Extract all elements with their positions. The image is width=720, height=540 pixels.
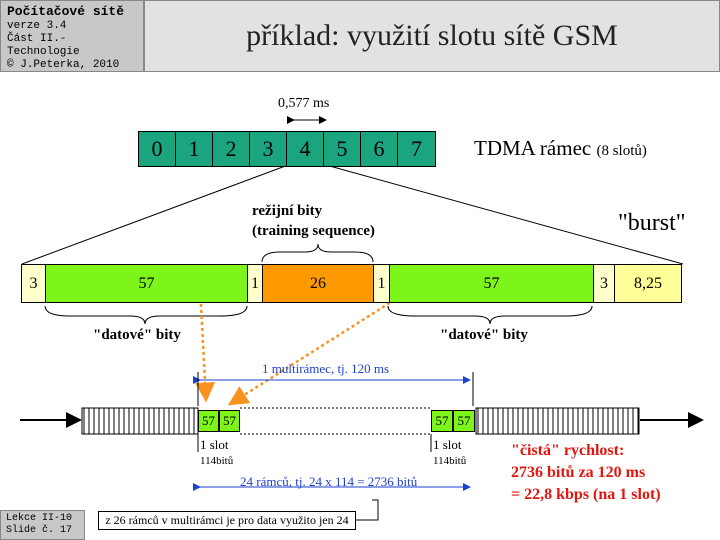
tail-bits: 3 — [594, 265, 615, 302]
frames-band-left — [83, 408, 195, 434]
tdma-frame-label-small: (8 slotů) — [596, 143, 647, 159]
brace-left — [44, 305, 248, 325]
net-rate-value: = 22,8 kbps (na 1 slot) — [511, 486, 661, 503]
slot-label-right: 1 slot 114bitů — [433, 437, 466, 469]
course-version: verze 3.4 — [7, 20, 67, 32]
tdma-slot: 0 — [139, 132, 176, 166]
data-bits-label-left: "datové" bity — [93, 327, 181, 343]
training-sequence: 26 — [263, 265, 374, 302]
burst-label: "burst" — [618, 210, 686, 236]
course-copyright: © J.Peterka, 2010 — [7, 59, 120, 71]
note-pointer — [356, 499, 379, 521]
stealing-flag: 1 — [248, 265, 263, 302]
tdma-slot: 4 — [287, 132, 324, 166]
slide-title-bar: příklad: využití slotu sítě GSM — [144, 0, 720, 72]
slot-data-bits: 57 — [431, 410, 453, 432]
multiframe-note: z 26 rámců v multirámci je pro data využ… — [98, 511, 356, 530]
net-rate-block: "čistá" rychlost: 2736 bitů za 120 ms = … — [511, 440, 661, 506]
tdma-slot: 1 — [176, 132, 213, 166]
slide-title: příklad: využití slotu sítě GSM — [246, 19, 618, 52]
slot-label-text: 1 slot — [200, 437, 229, 452]
course-title: Počítačové sítě — [7, 4, 125, 19]
tdma-frame: 0 1 2 3 4 5 6 7 — [138, 131, 436, 167]
slot-data-bits: 57 — [219, 410, 240, 432]
slot-data-bits: 57 — [198, 410, 219, 432]
guard-period: 8,25 — [615, 265, 681, 302]
course-info-box: Počítačové sítě verze 3.4 Část II.-Techn… — [0, 0, 144, 72]
tdma-slot: 5 — [324, 132, 361, 166]
brace-right — [387, 305, 593, 325]
slot-label-text: 1 slot — [433, 437, 462, 452]
frames-count-label: 24 rámců, tj. 24 x 114 = 2736 bitů — [240, 474, 418, 489]
net-rate-title: "čistá" rychlost: — [511, 442, 625, 459]
overhead-label: režijní bity (training sequence) — [252, 201, 375, 241]
multiframe-label: 1 multirámec, tj. 120 ms — [262, 361, 390, 376]
slot-label-left: 1 slot 114bitů — [200, 437, 233, 469]
tdma-slot: 3 — [250, 132, 287, 166]
slide-number: Slide č. 17 — [6, 525, 73, 536]
slot-data-bits: 57 — [453, 410, 475, 432]
brace-overhead — [261, 243, 374, 263]
expand-line-left — [21, 164, 289, 265]
tdma-slot: 2 — [213, 132, 250, 166]
overhead-label-line2: (training sequence) — [252, 223, 375, 239]
slot-bits-text: 114bitů — [433, 455, 467, 467]
burst-bar: 3 57 1 26 1 57 3 8,25 — [21, 264, 682, 303]
overhead-label-line1: režijní bity — [252, 203, 323, 219]
tdma-slot: 6 — [361, 132, 398, 166]
lecture-number: Lekce II-10 — [6, 513, 73, 524]
tdma-frame-label: TDMA rámec (8 slotů) — [474, 136, 647, 161]
course-part: Část II.-Technologie — [7, 33, 80, 58]
tdma-slot: 7 — [398, 132, 435, 166]
net-rate-bits: 2736 bitů za 120 ms — [511, 464, 646, 481]
slot-bits-text: 114bitů — [200, 455, 234, 467]
data-bits-label-right: "datové" bity — [440, 327, 528, 343]
orange-arrow-2 — [227, 288, 411, 406]
slide-footer: Lekce II-10 Slide č. 17 — [0, 510, 85, 540]
slot-duration-label: 0,577 ms — [278, 96, 330, 111]
expand-line-right — [325, 164, 684, 265]
data-bits: 57 — [46, 265, 248, 302]
stealing-flag: 1 — [374, 265, 390, 302]
tdma-frame-label-text: TDMA rámec — [474, 136, 592, 160]
data-bits: 57 — [390, 265, 594, 302]
tail-bits: 3 — [22, 265, 46, 302]
frames-band-right — [477, 408, 639, 434]
orange-arrow-1 — [195, 285, 216, 403]
